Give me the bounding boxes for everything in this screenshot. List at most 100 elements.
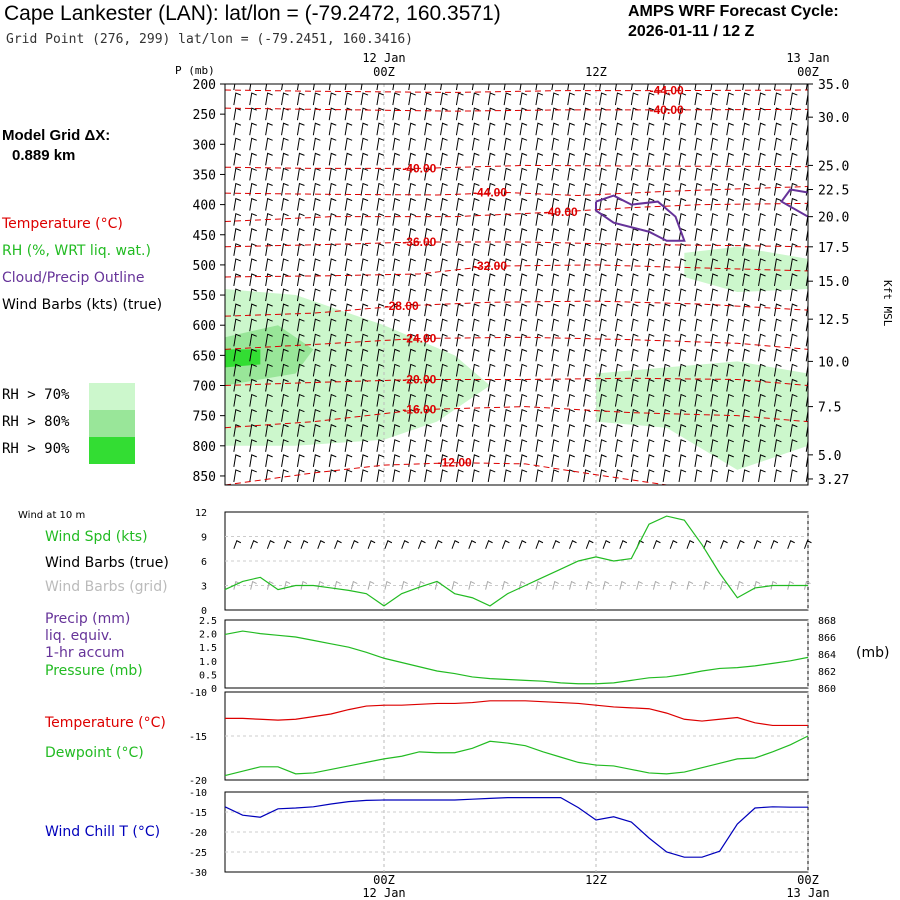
upper-wind-barb <box>646 137 655 151</box>
upper-wind-barb <box>583 408 591 422</box>
upper-wind-barb <box>487 408 496 422</box>
upper-wind-barb <box>726 363 734 377</box>
upper-wind-barb <box>773 84 776 91</box>
upper-wind-barb <box>455 333 464 347</box>
upper-wind-barb <box>646 408 655 422</box>
upper-wind-barb <box>599 469 607 483</box>
upper-wind-barb <box>551 182 560 196</box>
precip-label: Precip (mm) <box>45 611 131 627</box>
upper-wind-barb <box>424 182 432 196</box>
upper-wind-barb <box>630 167 639 181</box>
upper-wind-barb <box>519 454 528 467</box>
station-title: Cape Lankester (LAN): lat/lon = (-79.247… <box>4 2 501 25</box>
upper-wind-barb <box>519 182 528 196</box>
upper-wind-barb <box>376 288 385 302</box>
upper-wind-barb <box>551 228 560 241</box>
upper-wind-barb <box>710 333 719 347</box>
upper-wind-barb <box>662 424 671 437</box>
upper-wind-barb <box>424 303 432 317</box>
upper-wind-barb <box>551 363 560 377</box>
upper-wind-barb <box>583 182 591 196</box>
surface-wind-barb-grid <box>720 580 727 590</box>
upper-wind-barb <box>519 303 528 317</box>
upper-wind-barb <box>773 333 782 347</box>
upper-wind-barb <box>376 408 385 422</box>
upper-wind-barb <box>360 439 369 452</box>
isotherm-line-10 <box>225 406 808 429</box>
surface-wind-barb-grid <box>401 580 408 590</box>
upper-wind-barb <box>614 228 623 241</box>
upper-wind-barb <box>408 454 416 467</box>
surface-wind-barb-true <box>468 540 477 549</box>
upper-wind-barb <box>599 454 607 467</box>
upper-wind-barb <box>646 454 655 467</box>
upper-wind-barb <box>265 182 273 196</box>
upper-wind-barb <box>742 182 750 196</box>
upper-wind-barb <box>758 92 766 106</box>
isotherm-line-1 <box>225 107 808 112</box>
upper-wind-barb <box>599 243 607 256</box>
upper-wind-barb <box>281 228 289 241</box>
upper-wind-barb <box>376 363 385 377</box>
upper-wind-barb <box>392 363 401 377</box>
surface-wind-barb-true <box>720 540 728 549</box>
upper-wind-barb <box>440 152 448 166</box>
upper-wind-barb <box>805 288 808 302</box>
upper-wind-barb <box>630 152 639 166</box>
upper-wind-barb <box>662 303 671 317</box>
upper-wind-barb <box>694 122 703 136</box>
upper-wind-barb <box>583 137 591 151</box>
upper-wind-barb <box>551 243 560 256</box>
upper-wind-barb <box>535 122 544 136</box>
upper-wind-barb <box>614 84 617 91</box>
upper-wind-barb <box>249 303 257 317</box>
upper-wind-barb <box>519 212 528 226</box>
precip-tick-label: 2.5 <box>199 616 217 627</box>
height-tick-label: 10.0 <box>818 355 849 370</box>
pressure-tick-label-right: 868 <box>818 616 836 627</box>
upper-wind-barb <box>805 303 808 317</box>
bottom-time-tick-label: 12Z <box>585 873 607 887</box>
windchill-tick-label: -25 <box>189 848 207 859</box>
upper-wind-barb <box>678 152 687 166</box>
upper-wind-barb <box>742 84 745 91</box>
upper-wind-barb <box>360 303 369 317</box>
upper-wind-barb <box>408 363 416 377</box>
upper-wind-barb <box>630 303 639 317</box>
upper-wind-barb <box>535 454 544 467</box>
surface-wind-barb-true <box>367 540 376 549</box>
upper-wind-barb <box>233 288 242 302</box>
upper-wind-barb <box>281 258 289 271</box>
upper-wind-barb <box>535 258 544 271</box>
upper-wind-barb <box>344 363 353 377</box>
upper-wind-barb <box>758 348 766 362</box>
height-tick-label: 12.5 <box>818 313 849 328</box>
dewpoint-label: Dewpoint (°C) <box>45 745 144 761</box>
upper-wind-barb <box>758 273 766 287</box>
surface-wind-barb-grid <box>384 580 392 590</box>
upper-wind-barb <box>758 182 766 196</box>
wind-speed-tick-label: 9 <box>201 533 207 544</box>
upper-wind-barb <box>312 137 321 151</box>
upper-wind-barb <box>551 333 560 347</box>
upper-wind-barb <box>233 228 242 241</box>
upper-wind-barb <box>758 122 766 136</box>
upper-wind-barb <box>583 303 591 317</box>
upper-wind-barb <box>773 167 782 181</box>
upper-wind-barb <box>694 182 703 196</box>
upper-wind-barb <box>805 378 808 392</box>
upper-wind-barb <box>726 273 734 287</box>
upper-wind-barb <box>789 348 798 362</box>
upper-wind-barb <box>567 348 575 362</box>
upper-wind-barb <box>789 258 798 271</box>
model-grid-info: Model Grid ΔX: 0.889 km <box>2 126 110 166</box>
upper-wind-barb <box>535 348 544 362</box>
upper-wind-barb <box>392 197 401 211</box>
upper-wind-barb <box>440 408 448 422</box>
upper-wind-barb <box>312 303 321 317</box>
upper-wind-barb <box>726 258 734 271</box>
upper-wind-barb <box>805 333 808 347</box>
upper-wind-barb <box>630 393 639 407</box>
rh-region-70-0 <box>225 289 490 446</box>
upper-wind-barb <box>630 273 639 287</box>
